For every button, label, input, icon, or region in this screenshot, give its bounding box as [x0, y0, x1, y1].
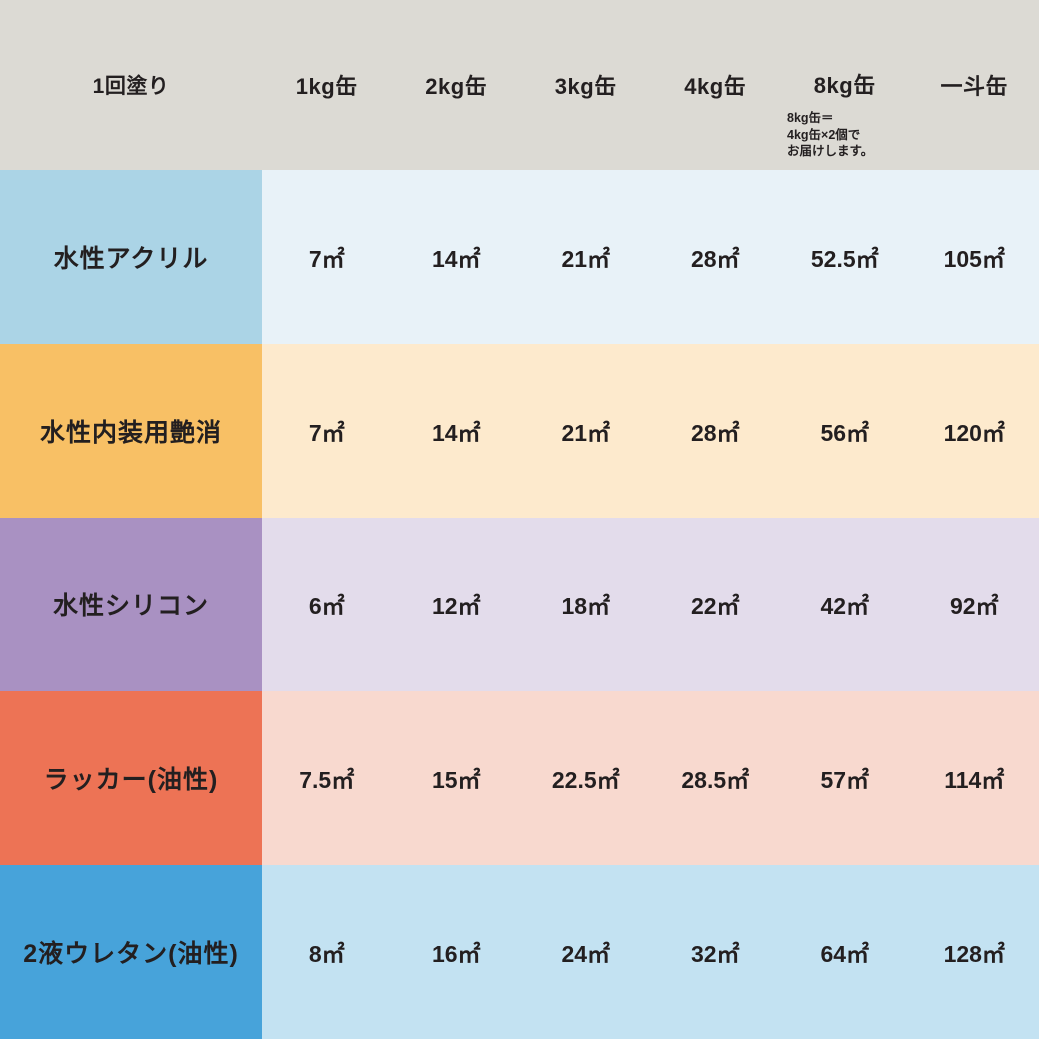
cell-urethane-8kg: 64㎡ [780, 865, 910, 1039]
corner-header-cell: 1回塗り [0, 0, 262, 170]
cell-matte-1kg: 7㎡ [262, 343, 392, 518]
cell-matte-itto: 120㎡ [909, 343, 1039, 518]
cell-matte-2kg: 14㎡ [391, 343, 521, 518]
cell-acrylic-3kg: 21㎡ [521, 170, 651, 344]
column-header-3kg: 3kg缶 [521, 0, 651, 170]
cell-acrylic-4kg: 28㎡ [650, 170, 780, 344]
column-header-2kg: 2kg缶 [391, 0, 521, 170]
column-header-4kg: 4kg缶 [650, 0, 780, 170]
column-header-label: 8kg缶 [813, 73, 876, 98]
cell-urethane-itto: 128㎡ [909, 865, 1039, 1039]
cell-acrylic-2kg: 14㎡ [391, 170, 521, 344]
table-row: 水性シリコン 6㎡ 12㎡ 18㎡ 22㎡ 42㎡ 92㎡ [0, 517, 1039, 692]
cell-acrylic-8kg: 52.5㎡ [780, 170, 910, 344]
cell-silicone-itto: 92㎡ [909, 517, 1039, 692]
cell-lacquer-2kg: 15㎡ [391, 691, 521, 866]
column-header-1kg: 1kg缶 [262, 0, 392, 170]
cell-urethane-3kg: 24㎡ [521, 865, 651, 1039]
cell-matte-8kg: 56㎡ [780, 343, 910, 518]
cell-lacquer-3kg: 22.5㎡ [521, 691, 651, 866]
column-header-label: 3kg缶 [554, 74, 617, 99]
cell-matte-4kg: 28㎡ [650, 343, 780, 518]
corner-header-label: 1回塗り [92, 75, 170, 98]
cell-urethane-2kg: 16㎡ [391, 865, 521, 1039]
cell-acrylic-itto: 105㎡ [909, 170, 1039, 344]
row-label-lacquer: ラッカー(油性) [0, 691, 262, 866]
cell-lacquer-itto: 114㎡ [909, 691, 1039, 866]
cell-silicone-2kg: 12㎡ [391, 517, 521, 692]
table-row: ラッカー(油性) 7.5㎡ 15㎡ 22.5㎡ 28.5㎡ 57㎡ 114㎡ [0, 691, 1039, 866]
table-row: 水性内装用艶消 7㎡ 14㎡ 21㎡ 28㎡ 56㎡ 120㎡ [0, 343, 1039, 518]
cell-silicone-4kg: 22㎡ [650, 517, 780, 692]
cell-acrylic-1kg: 7㎡ [262, 170, 392, 344]
cell-silicone-8kg: 42㎡ [780, 517, 910, 692]
column-header-label: 4kg缶 [684, 74, 747, 99]
cell-silicone-3kg: 18㎡ [521, 517, 651, 692]
column-header-itto: 一斗缶 [909, 0, 1039, 170]
row-label-matte: 水性内装用艶消 [0, 343, 262, 518]
row-label-silicone: 水性シリコン [0, 517, 262, 692]
table-row: 水性アクリル 7㎡ 14㎡ 21㎡ 28㎡ 52.5㎡ 105㎡ [0, 170, 1039, 344]
table-row: 2液ウレタン(油性) 8㎡ 16㎡ 24㎡ 32㎡ 64㎡ 128㎡ [0, 865, 1039, 1039]
cell-lacquer-1kg: 7.5㎡ [262, 691, 392, 866]
cell-matte-3kg: 21㎡ [521, 343, 651, 518]
cell-lacquer-8kg: 57㎡ [780, 691, 910, 866]
row-label-acrylic: 水性アクリル [0, 170, 262, 344]
cell-silicone-1kg: 6㎡ [262, 517, 392, 692]
column-header-note: 8kg缶＝ 4kg缶×2個で お届けします。 [787, 111, 874, 158]
cell-lacquer-4kg: 28.5㎡ [650, 691, 780, 866]
column-header-label: 2kg缶 [425, 74, 488, 99]
column-header-8kg: 8kg缶 8kg缶＝ 4kg缶×2個で お届けします。 [780, 0, 910, 170]
row-label-urethane: 2液ウレタン(油性) [0, 865, 262, 1039]
cell-urethane-1kg: 8㎡ [262, 865, 392, 1039]
column-header-label: 一斗缶 [940, 74, 1008, 99]
cell-urethane-4kg: 32㎡ [650, 865, 780, 1039]
table-header-row: 1回塗り 1kg缶 2kg缶 3kg缶 4kg缶 [0, 0, 1039, 170]
column-header-label: 1kg缶 [295, 74, 358, 99]
